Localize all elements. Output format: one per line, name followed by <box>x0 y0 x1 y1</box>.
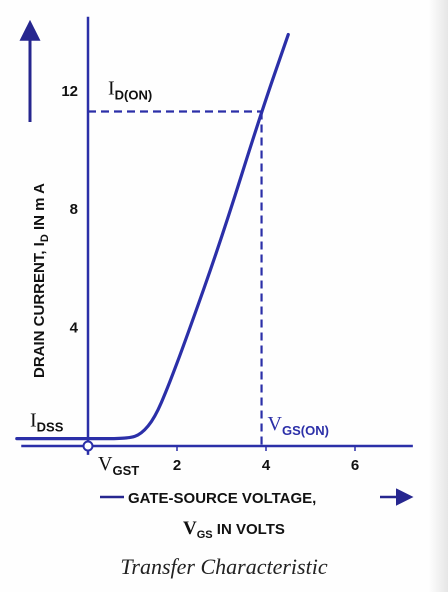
page-edge-shadow <box>428 0 448 592</box>
vgst-label-sub: GST <box>112 463 139 478</box>
vgson-label: VGS(ON) <box>268 413 329 438</box>
vgst-label: VGST <box>98 453 139 478</box>
idss-label-main: I <box>30 410 37 432</box>
vgson-label-main: V <box>268 413 283 435</box>
x-tick-label-4: 4 <box>262 457 271 474</box>
vgst-label-main: V <box>98 453 113 475</box>
x-axis-label-line2-tail: IN VOLTS <box>213 521 285 538</box>
y-tick-label-12: 12 <box>61 83 78 100</box>
figure-caption: Transfer Characteristic <box>120 554 328 579</box>
idon-label-sub: D(ON) <box>115 88 153 103</box>
y-axis-label-main: DRAIN CURRENT, I <box>31 242 48 378</box>
x-axis-label-line2: VGS IN VOLTS <box>183 518 285 541</box>
vgson-label-sub: GS(ON) <box>282 423 329 438</box>
idss-label: IDSS <box>30 410 64 435</box>
vgst-point-marker <box>82 440 94 452</box>
x-tick-label-2: 2 <box>173 457 181 474</box>
transfer-curve <box>15 32 290 441</box>
idon-label: ID(ON) <box>108 78 152 103</box>
y-axis-label: DRAIN CURRENT, ID IN m A <box>31 183 51 378</box>
x-axis-label-line2-symbol: V <box>183 518 197 539</box>
y-axis-label-tail: IN m A <box>31 183 48 234</box>
x-tick-label-6: 6 <box>351 457 359 474</box>
y-tick-label-4: 4 <box>70 320 79 337</box>
x-axis-label-line2-sub: GS <box>197 529 213 541</box>
y-tick-label-8: 8 <box>70 201 78 218</box>
idon-label-main: I <box>108 78 115 100</box>
idss-label-sub: DSS <box>37 420 64 435</box>
x-axis-label-line1: GATE-SOURCE VOLTAGE, <box>128 490 316 507</box>
y-axis-label-sub: D <box>39 234 51 242</box>
